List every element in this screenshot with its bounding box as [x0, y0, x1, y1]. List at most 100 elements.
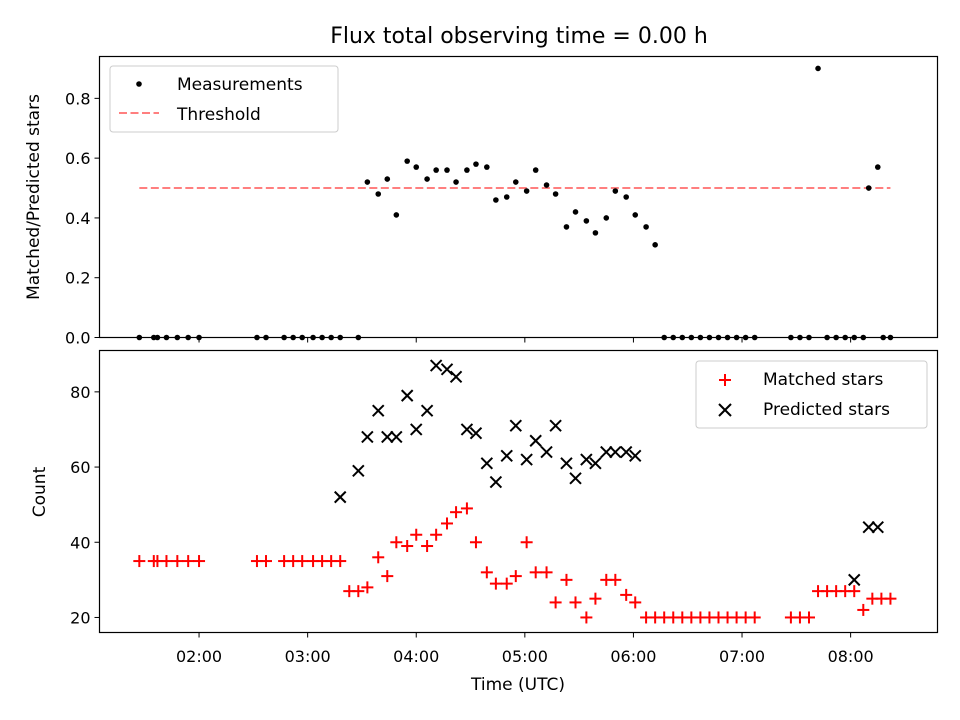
- measurement-point: [464, 167, 470, 173]
- measurement-point: [512, 179, 519, 185]
- top-y-tick-label: 0.4: [65, 209, 90, 228]
- matched-point: [193, 555, 206, 568]
- matched-point: [334, 555, 347, 568]
- matched-point: [500, 577, 513, 590]
- measurement-point: [632, 212, 639, 218]
- top-y-tick-label: 0.0: [65, 329, 90, 348]
- predicted-point: [560, 457, 573, 470]
- measurement-point: [413, 164, 420, 170]
- matched-point: [401, 540, 414, 553]
- predicted-point: [352, 464, 365, 478]
- predicted-point: [449, 370, 463, 384]
- measurement-point: [874, 164, 881, 170]
- predicted-point: [390, 430, 403, 444]
- matched-point: [589, 592, 602, 605]
- matched-point: [857, 603, 870, 616]
- legend-measurements-label: Measurements: [177, 75, 303, 95]
- matched-point: [450, 506, 463, 519]
- predicted-point: [489, 475, 503, 489]
- matched-point: [848, 585, 861, 598]
- matched-point: [884, 592, 897, 605]
- bottom-x-tick-label: 03:00: [285, 647, 331, 666]
- measurement-point: [424, 176, 430, 182]
- predicted-point: [381, 430, 394, 444]
- matched-point: [410, 528, 423, 541]
- matched-point: [133, 555, 146, 568]
- measurement-point: [484, 164, 490, 170]
- predicted-point: [862, 521, 875, 534]
- predicted-point: [848, 573, 861, 587]
- measurement-point: [612, 188, 619, 194]
- matched-point: [460, 502, 473, 515]
- bottom-x-tick-label: 08:00: [828, 647, 874, 666]
- matched-point: [529, 566, 542, 579]
- predicted-point: [372, 404, 385, 417]
- predicted-point: [500, 449, 513, 462]
- legend-threshold-label: Threshold: [176, 105, 261, 125]
- bottom-x-tick-label: 02:00: [176, 647, 222, 666]
- predicted-point: [469, 427, 483, 440]
- predicted-point: [520, 453, 533, 466]
- matched-point: [381, 570, 394, 583]
- bottom-x-axis-label: Time (UTC): [470, 675, 565, 695]
- predicted-point: [549, 419, 562, 432]
- measurement-point: [453, 179, 459, 185]
- bottom-y-axis-label: Count: [30, 466, 50, 517]
- measurement-point: [543, 182, 550, 188]
- predicted-point: [871, 521, 884, 534]
- matched-point: [390, 536, 403, 549]
- bottom-legend: Matched stars Predicted stars: [695, 360, 928, 429]
- legend-predicted-label: Predicted stars: [763, 400, 890, 420]
- predicted-point: [410, 423, 423, 436]
- measurement-point: [643, 224, 649, 230]
- matched-point: [260, 555, 273, 568]
- matched-point: [480, 566, 493, 579]
- top-axes: 0.00.20.40.60.8 Matched/Predicted stars …: [24, 55, 939, 348]
- measurement-point: [563, 224, 570, 230]
- measurement-point: [493, 197, 499, 203]
- measurement-point: [552, 191, 559, 197]
- top-y-tick-label: 0.2: [65, 269, 90, 288]
- measurement-point: [623, 194, 629, 200]
- measurement-point: [375, 191, 382, 197]
- bottom-x-tick-label: 07:00: [719, 647, 765, 666]
- predicted-point: [619, 445, 633, 459]
- matched-point: [580, 611, 593, 624]
- measurement-point: [444, 167, 450, 173]
- bottom-axes-marks: [133, 359, 897, 624]
- top-x-ticks: [198, 337, 852, 343]
- matched-point: [421, 540, 434, 553]
- measurement-point: [603, 215, 610, 221]
- bottom-axes-frame: [98, 349, 939, 634]
- predicted-point: [569, 472, 582, 485]
- measurement-point: [592, 230, 599, 236]
- top-y-tick-label: 0.8: [65, 89, 90, 108]
- predicted-point: [334, 490, 347, 504]
- predicted-point: [420, 404, 434, 417]
- matched-point: [171, 555, 184, 568]
- top-y-axis-label: Matched/Predicted stars: [24, 94, 44, 300]
- matched-point: [549, 596, 562, 609]
- matched-point: [509, 570, 522, 583]
- measurement-point: [865, 185, 872, 191]
- predicted-point: [480, 457, 494, 470]
- matched-point: [296, 555, 309, 568]
- bottom-x-tick-label: 04:00: [393, 647, 439, 666]
- matched-point: [352, 585, 365, 598]
- top-y-ticks: 0.0 0.2 0.4 0.6 0.8: [65, 89, 100, 348]
- predicted-point: [509, 419, 522, 432]
- top-legend: Measurements Threshold: [109, 65, 339, 133]
- matched-point: [629, 596, 642, 609]
- bottom-y-ticks: 20 40 60 80: [70, 383, 100, 627]
- predicted-point: [440, 363, 454, 376]
- predicted-point: [589, 457, 602, 470]
- bottom-x-tick-label: 05:00: [502, 647, 548, 666]
- legend-measurements-marker: [136, 81, 142, 87]
- matched-point: [160, 555, 173, 568]
- chart-title: Flux total observing time = 0.00 h: [330, 24, 708, 49]
- predicted-point: [529, 434, 542, 447]
- predicted-point: [361, 430, 374, 444]
- matched-point: [802, 611, 815, 624]
- measurement-point: [815, 65, 821, 72]
